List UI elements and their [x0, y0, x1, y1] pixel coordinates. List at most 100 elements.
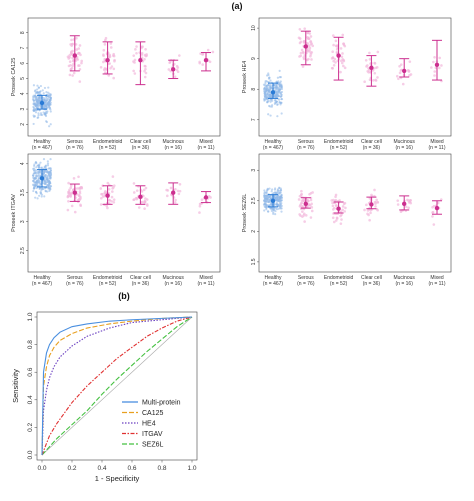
- y-tick-label: 8: [20, 31, 26, 34]
- y-axis-label: Proseek ITGAV: [11, 194, 17, 232]
- data-point: [409, 73, 413, 76]
- data-point: [48, 180, 51, 183]
- data-point: [198, 211, 201, 214]
- data-point: [102, 54, 105, 58]
- data-point: [104, 36, 108, 40]
- data-point: [133, 58, 137, 62]
- median-marker: [171, 190, 176, 195]
- median-marker: [303, 201, 308, 207]
- data-point: [46, 164, 50, 167]
- category-count: (n = 467): [32, 281, 52, 287]
- data-point: [308, 46, 312, 50]
- y-tick-label: 0.4: [27, 395, 34, 404]
- data-point: [401, 82, 405, 86]
- data-point: [34, 111, 38, 114]
- data-point: [310, 51, 314, 54]
- data-point: [366, 209, 370, 212]
- median-marker: [72, 53, 78, 58]
- data-point: [298, 213, 301, 216]
- data-point: [34, 177, 37, 180]
- data-point: [34, 89, 37, 92]
- median-marker: [270, 90, 276, 95]
- data-point: [375, 198, 378, 202]
- data-point: [396, 203, 400, 206]
- category-count: (n = 11): [198, 145, 215, 151]
- data-point: [71, 42, 75, 46]
- y-axis-label: Sensitivity: [11, 369, 20, 403]
- data-point: [433, 74, 436, 77]
- data-point: [77, 175, 80, 179]
- category-label: Healthy: [265, 275, 282, 281]
- category-label: Clear cell: [361, 275, 382, 281]
- data-point: [275, 201, 278, 204]
- roc-curve-he4: [41, 316, 193, 456]
- data-point: [165, 188, 168, 192]
- data-point: [436, 201, 440, 205]
- data-point: [263, 191, 266, 194]
- data-point: [36, 95, 39, 99]
- data-point: [310, 202, 313, 206]
- roc-curve-multi-protein: [41, 316, 193, 456]
- data-point: [307, 44, 311, 48]
- data-point: [37, 166, 40, 169]
- data-point: [335, 217, 339, 220]
- data-point: [68, 60, 72, 63]
- data-point: [298, 28, 302, 31]
- median-marker: [270, 198, 276, 203]
- data-point: [278, 76, 281, 79]
- data-point: [46, 102, 50, 105]
- data-point: [339, 210, 343, 213]
- data-point: [47, 178, 50, 181]
- data-point: [40, 189, 43, 192]
- data-point: [32, 179, 35, 182]
- data-point: [133, 72, 137, 75]
- data-point: [374, 79, 378, 82]
- data-point: [279, 95, 282, 98]
- data-point: [269, 86, 272, 90]
- data-point: [70, 51, 73, 55]
- data-point: [279, 187, 282, 190]
- data-point: [331, 56, 335, 60]
- plot-frame: [258, 17, 452, 137]
- data-point: [112, 200, 116, 204]
- median-marker: [336, 206, 341, 211]
- strip-plot-0: 2 3 4 5 6 7 8 Proseek CA125 Healthy(n = 467) Sero…: [11, 17, 221, 151]
- data-point: [134, 48, 137, 51]
- data-point: [307, 57, 310, 61]
- y-tick-label: 0.0: [27, 450, 34, 459]
- category-label: Healthy: [265, 139, 282, 145]
- data-point: [135, 189, 139, 192]
- y-axis-label: Proseek HE4: [242, 61, 248, 93]
- data-point: [343, 44, 347, 48]
- data-point: [280, 101, 283, 104]
- data-point: [342, 64, 345, 68]
- median-marker: [402, 201, 407, 207]
- legend-label: CA125: [142, 410, 164, 417]
- data-point: [280, 194, 283, 197]
- data-point: [37, 173, 40, 176]
- median-marker: [402, 68, 407, 74]
- median-marker: [336, 53, 341, 58]
- data-point: [68, 192, 72, 196]
- data-point: [33, 94, 36, 97]
- data-point: [278, 69, 281, 72]
- data-point: [36, 88, 39, 91]
- data-point: [303, 220, 306, 223]
- median-marker: [434, 62, 440, 67]
- data-point: [39, 97, 42, 100]
- data-point: [46, 184, 49, 187]
- data-point: [49, 169, 52, 172]
- data-point: [75, 36, 78, 40]
- data-point: [265, 87, 268, 90]
- data-point: [78, 67, 82, 71]
- data-point: [278, 83, 281, 86]
- data-point: [298, 55, 301, 58]
- panel-a-label: (a): [232, 1, 243, 11]
- data-point: [145, 53, 148, 56]
- data-point: [33, 181, 36, 184]
- data-point: [263, 194, 266, 197]
- data-point: [334, 61, 337, 64]
- data-point: [34, 196, 37, 199]
- data-point: [49, 185, 53, 188]
- data-point: [135, 197, 139, 201]
